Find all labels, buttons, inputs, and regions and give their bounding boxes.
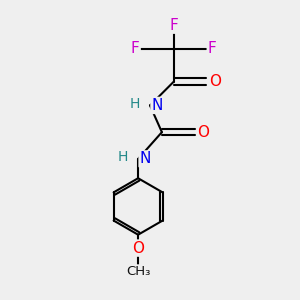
Text: F: F (208, 41, 217, 56)
Text: O: O (132, 241, 144, 256)
Text: F: F (131, 41, 140, 56)
Text: O: O (209, 74, 221, 89)
Text: N: N (152, 98, 163, 113)
Text: H: H (129, 97, 140, 111)
Text: CH₃: CH₃ (126, 266, 150, 278)
Text: F: F (169, 18, 178, 33)
Text: N: N (140, 152, 151, 166)
Text: O: O (198, 125, 210, 140)
Text: H: H (117, 150, 128, 164)
